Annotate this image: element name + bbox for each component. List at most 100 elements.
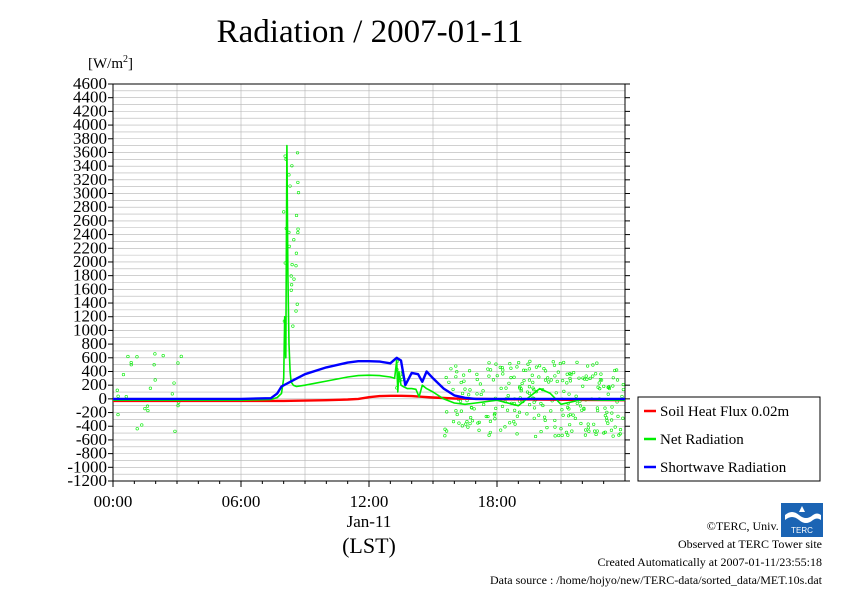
net-radiation-sample xyxy=(447,380,451,384)
net-radiation-sample xyxy=(620,394,624,399)
net-radiation-sample xyxy=(282,210,286,214)
y-tick-label: 2200 xyxy=(73,238,107,257)
net-radiation-sample xyxy=(509,366,513,370)
net-radiation-sample xyxy=(603,414,607,418)
net-radiation-sample xyxy=(549,378,553,382)
net-radiation-sample xyxy=(468,388,472,392)
net-radiation-sample xyxy=(295,151,300,155)
credit-data-source: Data source : /home/hojyo/new/TERC-data/… xyxy=(489,573,822,587)
net-radiation-sample xyxy=(140,423,144,427)
net-radiation-sample xyxy=(569,372,573,377)
y-tick-label: 2800 xyxy=(73,197,107,216)
net-radiation-sample xyxy=(161,354,165,358)
net-radiation-sample xyxy=(539,430,543,434)
net-radiation-sample xyxy=(508,421,512,425)
net-radiation-sample xyxy=(555,379,559,383)
net-radiation-sample xyxy=(457,421,461,425)
net-radiation-sample xyxy=(176,403,180,408)
net-radiation-sample xyxy=(508,362,512,366)
net-radiation-sample xyxy=(176,361,180,365)
net-radiation-sample xyxy=(522,368,526,372)
net-radiation-sample xyxy=(580,408,584,412)
net-radiation-sample xyxy=(517,386,522,390)
net-radiation-sample xyxy=(289,288,293,292)
net-radiation-sample xyxy=(532,400,536,404)
net-radiation-sample xyxy=(567,407,571,411)
x-axis-label: (LST) xyxy=(342,533,396,558)
net-radiation-sample xyxy=(543,415,547,419)
net-radiation-sample xyxy=(296,230,300,235)
net-radiation-sample xyxy=(146,408,150,413)
net-radiation-sample xyxy=(469,416,473,420)
net-radiation-sample xyxy=(603,430,607,434)
net-radiation-sample xyxy=(173,429,177,433)
net-radiation-sample xyxy=(517,360,521,365)
net-radiation-sample xyxy=(170,392,174,396)
net-radiation-sample xyxy=(290,263,294,267)
series-line-shortwave-radiation xyxy=(113,356,625,401)
net-radiation-sample xyxy=(506,394,510,398)
net-radiation-sample xyxy=(482,402,486,407)
net-radiation-sample xyxy=(287,173,291,177)
net-radiation-sample xyxy=(129,363,133,367)
net-radiation-sample xyxy=(445,429,449,433)
net-radiation-sample xyxy=(295,302,299,306)
net-radiation-sample xyxy=(543,418,547,423)
net-radiation-sample xyxy=(512,375,516,379)
net-radiation-sample xyxy=(143,407,147,411)
terc-logo-icon: TERC xyxy=(781,503,823,537)
net-radiation-sample xyxy=(551,360,555,364)
net-radiation-sample xyxy=(509,376,513,380)
net-radiation-sample xyxy=(539,401,543,406)
net-radiation-sample xyxy=(594,432,598,437)
net-radiation-sample xyxy=(444,375,448,380)
net-radiation-sample xyxy=(534,365,539,369)
net-radiation-sample xyxy=(602,384,606,388)
net-radiation-sample xyxy=(121,372,126,377)
net-radiation-sample xyxy=(593,429,597,433)
net-radiation-sample xyxy=(477,420,481,424)
net-radiation-sample xyxy=(595,429,599,433)
net-radiation-sample xyxy=(586,364,590,368)
net-radiation-sample xyxy=(515,365,519,369)
net-radiation-sample xyxy=(499,386,503,390)
net-radiation-sample xyxy=(585,377,589,381)
net-radiation-sample xyxy=(527,391,532,396)
net-radiation-sample xyxy=(567,392,571,396)
net-radiation-sample xyxy=(561,413,565,417)
y-tick-label: 4400 xyxy=(73,88,107,107)
net-radiation-sample xyxy=(467,369,472,373)
net-radiation-sample xyxy=(531,386,535,390)
net-radiation-sample xyxy=(603,406,607,410)
y-tick-label: 1800 xyxy=(73,266,107,285)
net-radiation-sample xyxy=(470,419,475,423)
net-radiation-sample xyxy=(477,428,481,432)
net-radiation-sample xyxy=(597,381,601,385)
net-radiation-sample xyxy=(573,416,577,420)
net-radiation-sample xyxy=(599,378,604,382)
net-radiation-sample xyxy=(605,410,609,414)
net-radiation-sample xyxy=(172,381,176,385)
net-radiation-sample xyxy=(458,399,463,403)
net-radiation-sample xyxy=(570,429,574,433)
net-radiation-sample xyxy=(296,191,301,195)
net-radiation-sample xyxy=(606,392,610,396)
net-radiation-sample xyxy=(463,387,467,391)
net-radiation-sample xyxy=(610,411,614,415)
net-radiation-sample xyxy=(543,378,548,382)
net-radiation-sample xyxy=(518,385,522,389)
net-radiation-sample xyxy=(586,422,590,426)
net-radiation-sample xyxy=(537,375,541,379)
net-radiation-sample xyxy=(115,388,119,392)
y-tick-label: -600 xyxy=(76,430,107,449)
net-radiation-sample xyxy=(621,387,625,392)
net-radiation-sample xyxy=(530,373,534,377)
y-tick-label: 1200 xyxy=(73,307,107,326)
x-tick-label: 00:00 xyxy=(94,492,133,511)
net-radiation-sample xyxy=(116,412,120,417)
x-date-label: Jan-11 xyxy=(347,512,392,531)
net-radiation-sample xyxy=(296,180,300,185)
y-tick-label: 4600 xyxy=(73,74,107,93)
net-radiation-sample xyxy=(525,390,530,394)
net-radiation-sample xyxy=(607,386,611,391)
